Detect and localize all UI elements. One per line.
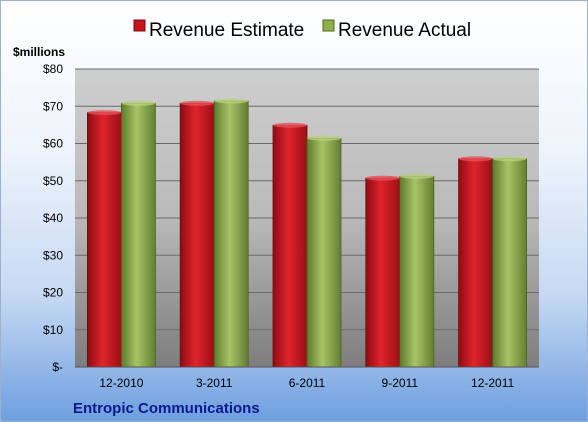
bar-estimate bbox=[365, 177, 401, 368]
y-tick-label: $60 bbox=[43, 137, 63, 151]
bar-actual bbox=[213, 100, 249, 368]
bar-actual bbox=[121, 102, 156, 368]
y-tick-label: $10 bbox=[43, 323, 63, 337]
x-tick-label: 12-2011 bbox=[471, 376, 514, 390]
bar-estimate-top bbox=[180, 100, 215, 106]
bar-actual-top bbox=[399, 173, 434, 179]
bar-estimate-top bbox=[87, 110, 122, 116]
bar-estimate bbox=[179, 102, 215, 368]
y-axis-ticks: $80 $70 $60 $50 $40 $30 $20 $10 $- bbox=[43, 62, 63, 374]
bar-estimate bbox=[87, 112, 122, 368]
y-tick-label: $80 bbox=[43, 62, 63, 76]
bar-actual bbox=[492, 158, 528, 368]
bar-actual-top bbox=[492, 156, 527, 162]
company-name: Entropic Communications bbox=[73, 400, 260, 417]
bar-actual-top bbox=[121, 100, 156, 106]
y-tick-label: $70 bbox=[43, 99, 63, 113]
x-tick-label: 9-2011 bbox=[382, 376, 419, 390]
bar-actual bbox=[306, 137, 342, 368]
legend-swatch-estimate bbox=[133, 19, 146, 32]
bars bbox=[87, 98, 528, 368]
bar-actual-top bbox=[214, 98, 249, 104]
bar-estimate bbox=[458, 158, 494, 368]
bar-estimate-top bbox=[365, 175, 400, 181]
x-tick-label: 6-2011 bbox=[289, 376, 326, 390]
y-axis-unit-label: $millions bbox=[13, 45, 65, 59]
x-axis-ticks: 12-2010 3-2011 6-2011 9-2011 12-2011 bbox=[99, 376, 514, 390]
y-tick-label: $- bbox=[52, 360, 63, 374]
legend-label-actual: Revenue Actual bbox=[338, 20, 471, 41]
legend-label-estimate: Revenue Estimate bbox=[149, 20, 304, 41]
legend-swatch-actual bbox=[322, 19, 335, 32]
bar-estimate-top bbox=[273, 122, 307, 128]
x-tick-label: 12-2010 bbox=[99, 376, 143, 390]
bar-actual bbox=[399, 175, 435, 368]
y-tick-label: $50 bbox=[43, 174, 63, 188]
bar-estimate bbox=[272, 124, 308, 368]
y-tick-label: $40 bbox=[43, 211, 63, 225]
y-tick-label: $20 bbox=[43, 286, 63, 300]
bar-estimate-top bbox=[458, 156, 493, 162]
x-tick-label: 3-2011 bbox=[196, 376, 233, 390]
y-tick-label: $30 bbox=[43, 248, 63, 262]
bar-actual-top bbox=[307, 135, 341, 141]
